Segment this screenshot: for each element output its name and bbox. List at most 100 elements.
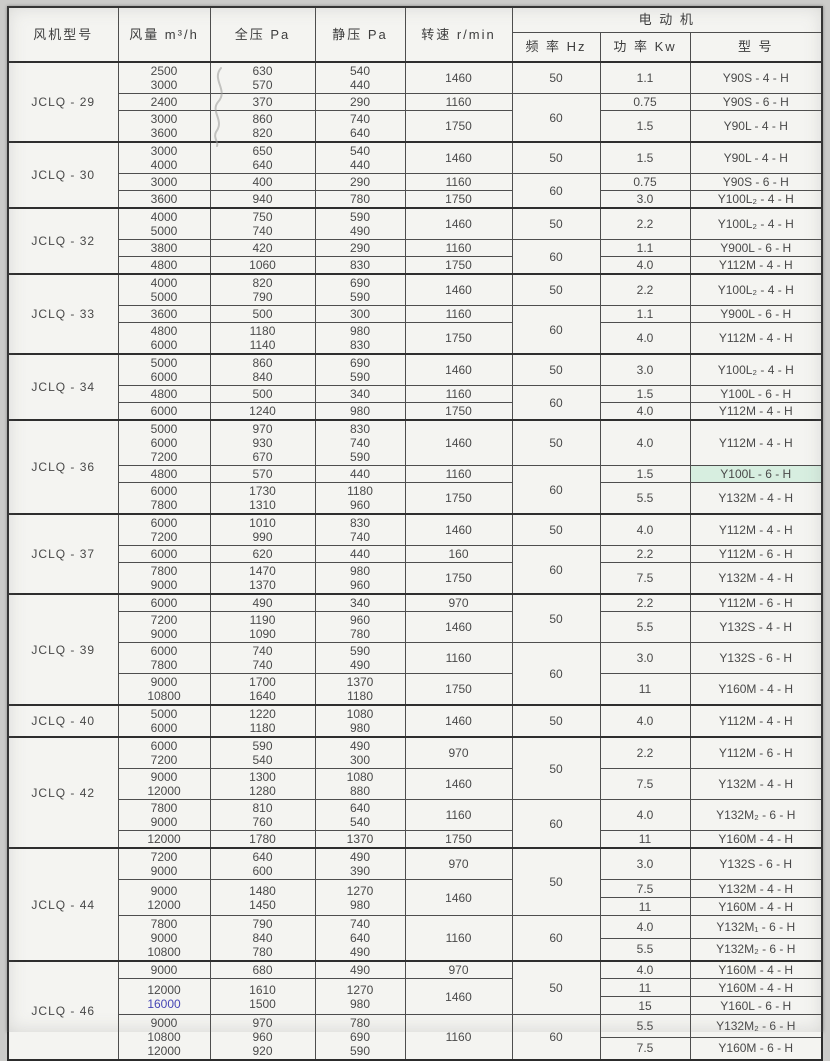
table-row: 9000 10800 1700 1640 1370 1180 1750 11 Y160M - 4… xyxy=(8,673,823,706)
fan-model-cell: JCLQ - 29 xyxy=(7,61,119,143)
value-cell: 6000 xyxy=(117,545,211,563)
frequency-cell: 60 xyxy=(511,545,601,595)
table-row: JCLQ - 32 4000 5000 750 740 590 490 1460 50 2.2 Y1… xyxy=(7,207,823,275)
value-cell: 630 570 xyxy=(209,61,316,94)
value-cell: 1460 xyxy=(404,207,513,240)
power-cell: 4.0 xyxy=(599,799,691,831)
motor-model-cell: Y112M - 4 - H xyxy=(689,322,823,355)
value-cell: 1160 xyxy=(404,642,513,674)
fan-model-cell: JCLQ - 39 xyxy=(7,593,119,706)
motor-model-cell: Y132S - 6 - H xyxy=(689,847,823,880)
value-cell: 830 xyxy=(314,256,406,275)
value-cell: 1750 xyxy=(404,830,513,849)
value-cell: 960 780 xyxy=(314,611,406,643)
value-cell: 970 xyxy=(404,593,513,612)
fan-spec-table: 风机型号 风量 m³/h 全压 Pa 静压 Pa 转速 r/min 电 动 机 … xyxy=(7,6,823,1061)
value-cell: 490 xyxy=(314,960,406,979)
value-cell: 980 960 xyxy=(314,562,406,595)
motor-model-cell: Y900L - 6 - H xyxy=(689,305,823,323)
motor-model-value: Y160M - 6 - H xyxy=(690,1036,821,1060)
value-cell: 290 xyxy=(314,93,406,111)
motor-model-cell: Y112M - 4 - H xyxy=(689,704,823,738)
value-cell: 7800 9000 xyxy=(117,562,211,595)
value-cell: 640 600 xyxy=(209,847,316,880)
frequency-cell: 60 xyxy=(511,305,601,355)
power-cell: 1.5 xyxy=(599,110,691,143)
motor-model-cell: Y100L₂ - 4 - H xyxy=(689,353,823,386)
value-cell: 6000 7200 xyxy=(117,736,211,769)
motor-model-cell-split: Y132M₂ - 6 - H Y160M - 6 - H xyxy=(689,1014,823,1061)
value-cell: 1460 xyxy=(404,978,513,1015)
motor-model-cell: Y100L - 6 - H xyxy=(689,385,823,403)
frequency-cell: 50 xyxy=(511,960,601,1015)
power-value: 11 xyxy=(638,980,652,995)
value-cell: 1080 980 xyxy=(314,704,406,738)
motor-model-cell: Y112M - 4 - H xyxy=(689,402,823,421)
value-cell: 740 640 xyxy=(314,110,406,143)
value-cell: 1160 xyxy=(404,1014,513,1061)
value-cell: 1270 980 xyxy=(314,978,406,1015)
value-cell: 290 xyxy=(314,173,406,191)
value-cell: 1750 xyxy=(404,110,513,143)
value-cell: 590 490 xyxy=(314,642,406,674)
table-row: 4800 6000 1180 1140 980 830 1750 4.0 Y112M - 4 -… xyxy=(8,322,823,355)
motor-model-cell: Y160M - 4 - H xyxy=(689,960,823,979)
value-cell: 500 xyxy=(209,305,316,323)
value-cell: 1160 xyxy=(404,465,513,483)
value-cell: 1180 960 xyxy=(314,482,406,515)
power-cell-split: 5.5 7.5 xyxy=(599,1014,691,1061)
value-cell: 1370 1180 xyxy=(314,673,406,706)
value-cell: 1460 xyxy=(404,61,513,94)
power-cell-split: 7.5 11 xyxy=(599,879,691,916)
value-cell: 1160 xyxy=(404,915,513,962)
frequency-cell: 50 xyxy=(511,273,601,306)
header-fan-model: 风机型号 xyxy=(7,6,119,63)
motor-model-value: Y132M₁ - 6 - H xyxy=(716,919,796,934)
power-value: 5.5 xyxy=(600,937,690,961)
value-cell: 4000 5000 xyxy=(117,207,211,240)
table-header: 风机型号 风量 m³/h 全压 Pa 静压 Pa 转速 r/min 电 动 机 … xyxy=(7,6,823,63)
frequency-cell: 50 xyxy=(511,704,601,738)
fan-model-cell: JCLQ - 40 xyxy=(7,704,119,738)
value-cell: 5000 6000 xyxy=(117,353,211,386)
value-cell: 9000 xyxy=(117,960,211,979)
value-cell: 690 590 xyxy=(314,353,406,386)
value-cell: 970 930 670 xyxy=(209,419,316,466)
value-cell: 940 xyxy=(209,190,316,209)
motor-model-cell: Y100L₂ - 4 - H xyxy=(689,207,823,240)
value-cell: 640 540 xyxy=(314,799,406,831)
table-row: 7800 9000 1470 1370 980 960 1750 7.5 Y132M - 4 -… xyxy=(8,562,823,595)
value-cell: 1460 xyxy=(404,419,513,466)
value-cell: 9000 10800 xyxy=(117,673,211,706)
power-value: 4.0 xyxy=(636,919,654,934)
motor-model-cell: Y132S - 6 - H xyxy=(689,642,823,674)
motor-model-cell: Y100L - 6 - H xyxy=(689,465,823,483)
frequency-cell: 60 xyxy=(511,642,601,706)
value-cell: 6000 7200 xyxy=(117,513,211,546)
value-cell: 830 740 xyxy=(314,513,406,546)
value-cell: 830 740 590 xyxy=(314,419,406,466)
value-cell: 810 760 xyxy=(209,799,316,831)
value-cell: 1220 1180 xyxy=(209,704,316,738)
value-cell: 1460 xyxy=(404,704,513,738)
value-cell: 1460 xyxy=(404,141,513,174)
value-cell: 970 xyxy=(404,960,513,979)
value-cell: 9000 12000 xyxy=(117,879,211,916)
value-cell: 1610 1500 xyxy=(209,978,316,1015)
table-row: JCLQ - 39 6000 490 340 970 50 2.2 Y112M - 6 - H xyxy=(7,593,823,706)
table-row: 2400 370 290 1160 60 0.75 Y90S - 6 - H xyxy=(8,93,823,143)
value-cell: 490 300 xyxy=(314,736,406,769)
scanned-document-page: { "accents": { "highlight_mint": "#d7eee… xyxy=(7,6,823,1061)
power-value: 15 xyxy=(600,996,690,1014)
motor-model-cell-split: Y132M - 4 - H Y160M - 4 - H xyxy=(689,879,823,916)
value-cell: 5000 6000 xyxy=(117,704,211,738)
value-cell: 7800 9000 xyxy=(117,799,211,831)
value-cell: 1750 xyxy=(404,190,513,209)
value-cell: 970 960 920 xyxy=(209,1014,316,1061)
frequency-cell: 50 xyxy=(511,847,601,916)
value-cell: 400 xyxy=(209,173,316,191)
header-frequency: 频 率 Hz xyxy=(511,32,601,63)
motor-model-cell: Y90L - 4 - H xyxy=(689,141,823,174)
value-cell: 6000 7800 xyxy=(117,482,211,515)
table-body: JCLQ - 29 2500 3000 630 570 540 440 1460 50 1.1 Y9… xyxy=(7,61,823,1061)
